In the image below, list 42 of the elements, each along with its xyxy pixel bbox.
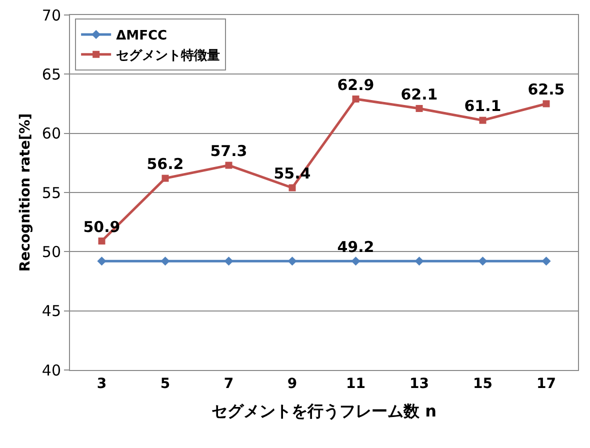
point <box>224 256 234 266</box>
y-axis-title: Recognition rate[%] <box>18 113 34 272</box>
x-tick-label: 5 <box>160 376 170 392</box>
x-tick-label: 3 <box>96 376 107 392</box>
point <box>225 162 232 169</box>
x-tick-label: 13 <box>410 376 429 392</box>
y-tick-label: 60 <box>42 124 61 143</box>
legend-label: ΔMFCC <box>116 28 168 44</box>
point <box>98 238 106 245</box>
point <box>351 256 360 266</box>
point <box>416 104 423 112</box>
y-tick-label: 70 <box>42 6 61 24</box>
y-tick-label: 55 <box>42 184 61 202</box>
y-tick-label: 50 <box>42 242 61 261</box>
data-label: 57.3 <box>210 142 248 160</box>
x-tick-label: 17 <box>536 376 556 392</box>
point <box>160 256 170 266</box>
y-tick-label: 40 <box>42 361 61 380</box>
x-tick-label: 15 <box>473 376 492 392</box>
data-label: 56.2 <box>146 155 184 174</box>
y-tick-label: 65 <box>42 65 61 84</box>
point <box>478 256 488 266</box>
data-label: 62.5 <box>528 80 565 99</box>
point <box>542 100 550 108</box>
point <box>352 96 360 103</box>
point <box>542 256 551 266</box>
point <box>414 256 424 266</box>
data-label: 49.2 <box>337 238 374 256</box>
x-tick-label: 9 <box>287 376 298 392</box>
x-axis-title: セグメントを行うフレーム数 n <box>212 402 436 420</box>
data-label: 62.1 <box>400 85 438 104</box>
legend-label: セグメント特徴量 <box>116 48 220 64</box>
point <box>288 256 297 266</box>
data-label: 61.1 <box>464 97 502 116</box>
x-tick-label: 11 <box>346 376 366 392</box>
point <box>97 256 106 266</box>
data-label: 62.9 <box>337 76 374 94</box>
point <box>162 174 169 182</box>
y-tick-label: 45 <box>42 302 61 320</box>
point <box>479 116 486 124</box>
x-tick-label: 7 <box>224 376 234 392</box>
point <box>288 184 296 192</box>
